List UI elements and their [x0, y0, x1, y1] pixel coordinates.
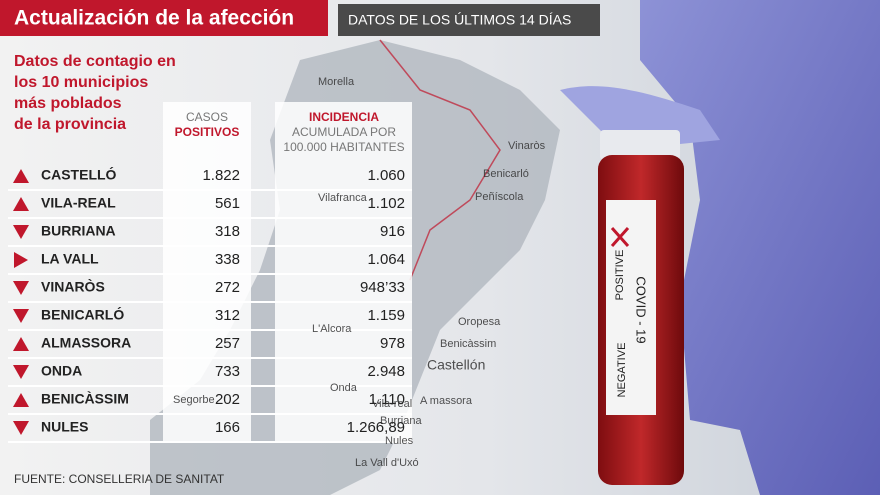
- title: Actualización de la afección: [14, 7, 294, 30]
- trend-icon: [14, 252, 28, 268]
- place-label: L'Alcora: [312, 323, 352, 335]
- column-header: POSITIVOS: [175, 125, 240, 139]
- place-label: Nules: [385, 435, 414, 447]
- place-label: Benicàssim: [440, 338, 496, 350]
- trend-icon: [13, 393, 29, 407]
- title-bar: [0, 0, 328, 36]
- cases: 312: [215, 307, 240, 324]
- incidence: 1.159: [367, 307, 405, 324]
- municipality: ALMASSORA: [41, 335, 131, 351]
- column-header: CASOS: [186, 110, 228, 124]
- subtitle-bar: [338, 4, 600, 36]
- vial-cap: [600, 130, 680, 160]
- cases: 166: [215, 419, 240, 436]
- trend-icon: [13, 225, 29, 239]
- vial-label: [606, 200, 656, 415]
- cases: 202: [215, 391, 240, 408]
- place-label: Vilafranca: [318, 192, 368, 204]
- place-label: La Vall d'Uxó: [355, 457, 419, 469]
- cases: 561: [215, 195, 240, 212]
- trend-icon: [13, 281, 29, 295]
- municipality: BURRIANA: [41, 223, 116, 239]
- intro-line: más poblados: [14, 95, 122, 112]
- municipality: CASTELLÓ: [41, 166, 117, 183]
- intro-line: Datos de contagio en: [14, 53, 176, 70]
- trend-icon: [13, 197, 29, 211]
- trend-icon: [13, 309, 29, 323]
- place-label: Vinaròs: [508, 140, 546, 152]
- place-label: Peñíscola: [475, 191, 524, 203]
- column-header: INCIDENCIA: [309, 110, 379, 124]
- place-label: Castellón: [427, 357, 485, 373]
- municipality: LA VALL: [41, 251, 99, 267]
- intro-line: los 10 municipios: [14, 74, 148, 91]
- cross: [610, 227, 630, 247]
- municipality: NULES: [41, 419, 88, 435]
- cases: 257: [215, 335, 240, 352]
- municipality: VINARÒS: [41, 278, 105, 295]
- place-label: A massora: [420, 395, 473, 407]
- photo-label: POSITIVE: [614, 250, 626, 301]
- incidence: 1.102: [367, 195, 405, 212]
- incidence: 1.110: [369, 391, 405, 408]
- municipality: BENICARLÓ: [41, 306, 124, 323]
- subtitle: DATOS DE LOS ÚLTIMOS 14 DÍAS: [348, 12, 571, 28]
- photo-label: NEGATIVE: [616, 343, 628, 398]
- column-header: ACUMULADA POR: [292, 125, 396, 139]
- cases: 272: [215, 279, 240, 296]
- incidence: 916: [380, 223, 405, 240]
- place-label: Onda: [330, 382, 358, 394]
- incidence: 1.266,89: [347, 419, 405, 436]
- place-label: Morella: [318, 76, 355, 88]
- cases: 733: [215, 363, 240, 380]
- trend-icon: [13, 421, 29, 435]
- municipality: VILA-REAL: [41, 195, 116, 211]
- place-label: Vila-real: [372, 398, 412, 410]
- place-label: Benicarló: [483, 168, 529, 180]
- incidence: 1.064: [367, 251, 405, 268]
- place-label: Oropesa: [458, 316, 501, 328]
- incidence: 948’33: [360, 279, 405, 296]
- intro-line: de la provincia: [14, 116, 126, 133]
- trend-icon: [13, 337, 29, 351]
- cases: 1.822: [202, 167, 240, 184]
- cases: 338: [215, 251, 240, 268]
- trend-icon: [13, 365, 29, 379]
- incidence: 1.060: [367, 167, 405, 184]
- source: FUENTE: CONSELLERIA DE SANITAT: [14, 472, 225, 486]
- municipality: BENICÀSSIM: [41, 391, 129, 407]
- cases: 318: [215, 223, 240, 240]
- place-label: Burriana: [380, 415, 422, 427]
- map-border: [379, 39, 501, 281]
- incidence: 978: [380, 335, 405, 352]
- trend-icon: [13, 169, 29, 183]
- municipality: ONDA: [41, 363, 82, 379]
- column-header: 100.000 HABITANTES: [283, 140, 404, 154]
- incidence: 2.948: [367, 363, 405, 380]
- photo-label: COVID - 19: [634, 276, 649, 343]
- map-labels: Morella Vinaròs Benicarló Peñíscola Vilafran…: [173, 76, 546, 469]
- place-label: Segorbe: [173, 394, 215, 406]
